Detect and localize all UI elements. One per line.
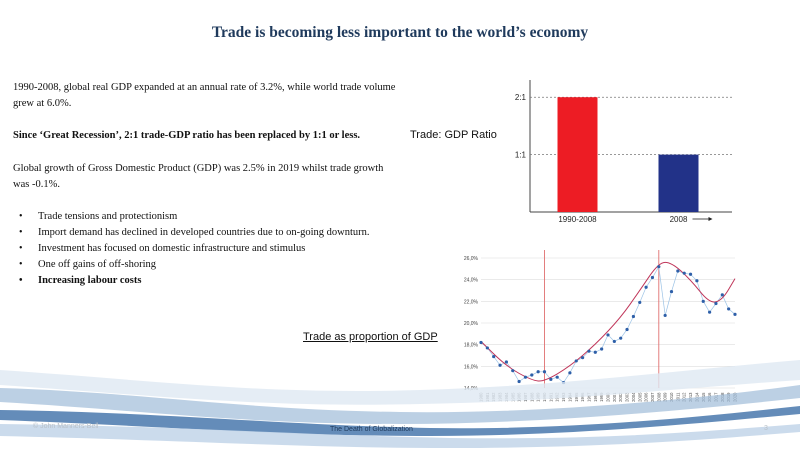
x-tick-label: 2002 (618, 392, 623, 402)
data-point (657, 265, 661, 269)
x-tick-label: 2012 (682, 392, 687, 402)
data-point (638, 300, 642, 305)
x-tick-label: 2014 (694, 392, 699, 402)
y-tick-label: 1:1 (515, 151, 527, 160)
page-number: 3 (764, 425, 768, 432)
y-tick-label: 26,0% (464, 256, 479, 262)
data-point (555, 375, 559, 379)
x-tick-label: 2001 (612, 392, 617, 402)
data-point (708, 310, 712, 314)
footer-title: The Death of Globalization (330, 426, 413, 433)
data-point (517, 379, 521, 384)
x-tick-label: 1996 (580, 392, 585, 402)
data-point (625, 327, 629, 332)
data-point (619, 336, 623, 340)
data-point (733, 312, 737, 316)
bar (658, 154, 699, 212)
data-point (587, 349, 591, 353)
data-point (682, 271, 686, 275)
data-point (504, 360, 508, 364)
data-point (727, 307, 731, 311)
data-point (669, 289, 674, 294)
y-tick-label: 22,0% (464, 299, 479, 305)
data-point (542, 370, 547, 374)
x-tick-label: 2003 (625, 392, 630, 402)
x-tick-label: 1997 (586, 392, 591, 402)
paragraph-gdp-trade: 1990-2008, global real GDP expanded at a… (13, 82, 396, 109)
bullet-item: Import demand has declined in developed … (13, 225, 398, 241)
data-point (644, 285, 648, 289)
proportion-chart-label: Trade as proportion of GDP (303, 331, 438, 343)
data-point (701, 299, 705, 303)
y-tick-label: 20,0% (464, 321, 479, 327)
data-point (600, 347, 604, 351)
x-tick-label: 2004 (631, 392, 636, 402)
bullet-item: One off gains of off-shoring (13, 257, 398, 273)
footer-copyright: © John Manners-Bell (33, 423, 99, 430)
bullet-item: Investment has focused on domestic infra… (13, 241, 398, 257)
x-tick-label: 2000 (606, 392, 611, 402)
data-point (676, 269, 680, 273)
x-tick-label: 1998 (593, 392, 598, 402)
y-tick-label: 18,0% (464, 343, 479, 349)
data-point (714, 301, 718, 306)
slide-title: Trade is becoming less important to the … (211, 24, 589, 41)
ratio-bar-chart: 1:1 2:1 1990-2008 2008 (515, 80, 732, 224)
data-point (568, 371, 572, 375)
data-point (530, 373, 534, 377)
x-tick-label: 1999 (599, 392, 604, 402)
data-point (498, 363, 502, 367)
x-tick-label: 2011 (675, 392, 680, 402)
data-point (479, 340, 483, 345)
bullet-item: Trade tensions and protectionism (13, 209, 398, 225)
data-point (695, 279, 699, 283)
x-tick-label: 2009 (663, 392, 668, 402)
data-point (631, 314, 635, 319)
bullet-list: Trade tensions and protectionism Import … (13, 209, 398, 289)
data-point (549, 377, 553, 381)
x-tick-label: 2010 (669, 392, 674, 402)
x-tick-label: 2005 (637, 392, 642, 402)
x-tick-label: 2007 (650, 392, 655, 402)
x-tick-label: 1990-2008 (558, 215, 597, 224)
bar (557, 97, 598, 212)
y-tick-label: 24,0% (464, 278, 479, 284)
data-point (511, 369, 515, 373)
data-point (650, 275, 655, 280)
data-point (663, 313, 667, 318)
data-point (485, 346, 489, 350)
body-text: 1990-2008, global real GDP expanded at a… (13, 80, 398, 289)
y-tick-label: 16,0% (464, 364, 479, 370)
data-point (492, 354, 496, 359)
ratio-chart-label: Trade: GDP Ratio (410, 129, 497, 141)
y-tick-label: 2:1 (515, 93, 527, 102)
data-point (688, 272, 693, 276)
data-point (536, 370, 540, 374)
paragraph-recession: Since ‘Great Recession’, 2:1 trade-GDP r… (13, 130, 361, 141)
data-point (523, 375, 528, 379)
bullet-item: Increasing labour costs (13, 273, 398, 289)
data-point (593, 350, 597, 354)
x-tick-label: 2006 (644, 392, 649, 402)
decorative-waves (0, 360, 800, 448)
data-point (606, 333, 610, 337)
data-point (720, 293, 724, 297)
arrow-head (708, 217, 713, 221)
paragraph-growth-2019: Global growth of Gross Domestic Product … (13, 163, 384, 190)
data-point (574, 359, 578, 363)
x-tick-label: 2008 (656, 392, 661, 402)
x-tick-label: 2008 (670, 215, 688, 224)
data-point (612, 339, 616, 344)
x-tick-label: 2013 (688, 392, 693, 402)
data-point (581, 356, 585, 360)
